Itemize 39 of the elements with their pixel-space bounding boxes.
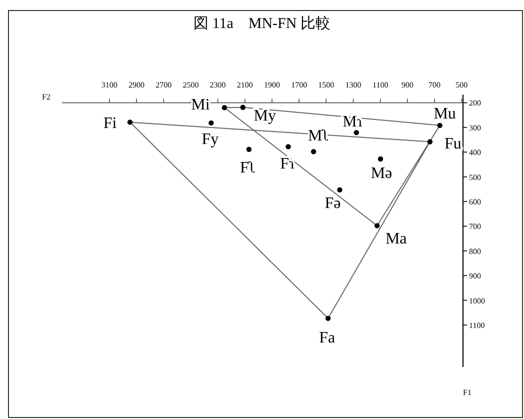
annotation: Mɿ [342, 114, 363, 131]
y-tick-label: 600 [469, 198, 481, 207]
x-tick-label: 1500 [318, 80, 334, 90]
y-tick-label: 300 [469, 123, 481, 132]
x-tick-label: 2700 [156, 80, 172, 90]
y-tick-label: 500 [469, 172, 481, 182]
y-tick-label: 700 [469, 222, 481, 232]
chart-title: 図 11a MN-FN 比較 [194, 15, 330, 32]
y-tick-label: 200 [469, 98, 481, 108]
y-tick-label: 1100 [469, 321, 485, 330]
y-tick-label: 800 [469, 246, 481, 256]
annotation: Fʅ [240, 159, 256, 176]
x-tick-label: 700 [428, 80, 441, 90]
annotation: Fə [324, 194, 341, 212]
annotation: Fu [444, 136, 462, 153]
annotation: Fi [103, 115, 118, 132]
annotation: My [254, 107, 276, 124]
y-tick-label: 900 [469, 272, 481, 281]
x-tick-label: 1300 [345, 80, 362, 90]
y-tick-label: 1000 [469, 296, 485, 306]
x-tick-label: 3100 [101, 80, 118, 90]
x-tick-label: 500 [456, 80, 468, 90]
annotation: Mə [370, 165, 392, 182]
x-tick-label: 2300 [210, 80, 226, 90]
x-tick-label: 1900 [264, 80, 280, 90]
annotation: Fɿ [280, 156, 296, 173]
x-tick-label: 2900 [128, 80, 145, 90]
x-tick-label: 1100 [372, 80, 388, 90]
x-tick-label: 900 [401, 80, 414, 90]
x-tick-label: 1700 [291, 80, 308, 90]
x-tick-label: 2500 [182, 80, 199, 90]
annotation: Fa [319, 329, 336, 346]
y-tick-label: 400 [469, 148, 481, 158]
annotation: Ma [385, 230, 407, 248]
y-axis-title: F1 [463, 388, 472, 397]
x-tick-label: 2100 [236, 80, 253, 90]
annotation: Mu [434, 105, 456, 122]
x-axis-title: F2 [42, 92, 50, 102]
annotation: Fy [202, 130, 219, 148]
